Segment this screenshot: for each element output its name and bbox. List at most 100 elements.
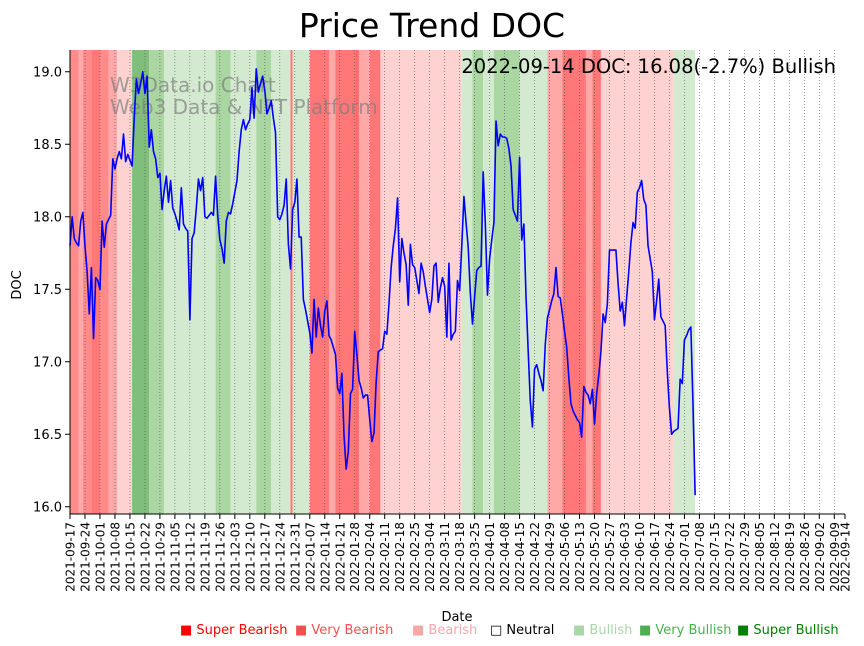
- x-tick-label: 2022-06-24: [663, 522, 677, 592]
- y-tick-label: 19.0: [33, 65, 62, 80]
- trend-region-bullish: [519, 50, 548, 514]
- x-tick-label: 2022-01-28: [348, 522, 362, 592]
- x-tick-label: 2022-05-20: [588, 522, 602, 592]
- x-tick-label: 2021-10-29: [153, 522, 167, 592]
- x-tick-label: 2022-08-12: [768, 522, 782, 592]
- x-tick-label: 2022-04-08: [498, 522, 512, 592]
- x-tick-label: 2022-04-15: [513, 522, 527, 592]
- x-tick-label: 2021-11-12: [183, 522, 197, 592]
- x-tick-label: 2021-09-17: [64, 522, 78, 592]
- x-tick-label: 2022-08-05: [753, 522, 767, 592]
- chart-annotation: 2022-09-14 DOC: 16.08(-2.7%) Bullish: [461, 55, 836, 78]
- x-tick-label: 2021-11-05: [168, 522, 182, 592]
- y-axis-label: DOC: [10, 270, 25, 299]
- x-tick-label: 2021-11-26: [213, 522, 227, 592]
- y-tick-label: 16.5: [33, 428, 62, 443]
- y-tick-label: 18.5: [33, 138, 62, 153]
- x-tick-label: 2021-11-19: [198, 522, 212, 592]
- trend-region-bearish: [329, 50, 336, 514]
- trend-region-super_bearish: [290, 50, 293, 514]
- x-tick-label: 2022-03-04: [423, 522, 437, 592]
- x-tick-label: 2022-06-03: [618, 522, 632, 592]
- x-axis-label: Date: [441, 610, 472, 625]
- x-tick-label: 2022-08-26: [798, 522, 812, 592]
- x-tick-label: 2022-05-06: [558, 522, 572, 592]
- x-tick-label: 2022-02-04: [363, 522, 377, 592]
- x-tick-label: 2022-09-02: [813, 522, 827, 592]
- x-tick-label: 2022-09-09: [828, 522, 842, 592]
- x-tick-label: 2022-02-11: [378, 522, 392, 592]
- x-tick-label: 2022-07-29: [738, 522, 752, 592]
- x-tick-label: 2022-04-01: [483, 522, 497, 592]
- x-tick-label: 2022-03-11: [438, 522, 452, 592]
- x-tick-label: 2022-06-17: [648, 522, 662, 592]
- trend-region-super_bearish: [369, 50, 381, 514]
- x-tick-label: 2022-07-08: [693, 522, 707, 592]
- trend-region-very_bearish: [70, 50, 79, 514]
- x-tick-label: 2021-10-01: [93, 522, 107, 592]
- legend-item: ■ Super Bullish: [737, 623, 839, 638]
- trend-region-bearish: [359, 50, 370, 514]
- trend-region-super_bearish: [562, 50, 586, 514]
- x-ticks: 2021-09-17 2021-09-24 2021-10-01 2021-10-08…: [64, 514, 853, 592]
- x-tick-label: 2022-01-14: [318, 522, 332, 592]
- x-tick-label: 2022-09-14: [839, 522, 853, 592]
- trend-region-very_bullish: [215, 50, 231, 514]
- trend-region-very_bullish: [149, 50, 165, 514]
- trend-region-very_bullish: [472, 50, 484, 514]
- watermark-line-2: Web3 Data & NFT Platform: [110, 95, 378, 119]
- x-tick-label: 2021-12-17: [258, 522, 272, 592]
- x-tick-label: 2021-10-22: [138, 522, 152, 592]
- x-tick-label: 2022-02-18: [393, 522, 407, 592]
- trend-region-super_bearish: [335, 50, 360, 514]
- trend-region-super_bearish: [309, 50, 330, 514]
- legend-item: ■ Very Bearish: [295, 623, 393, 638]
- trend-region-slight_bearish: [600, 50, 674, 514]
- trend-region-very_bearish: [99, 50, 109, 514]
- x-tick-label: 2022-06-10: [633, 522, 647, 592]
- trend-region-bullish: [292, 50, 310, 514]
- trend-region-super_bearish: [592, 50, 601, 514]
- trend-region-bearish: [108, 50, 118, 514]
- chart-title: Price Trend DOC: [299, 6, 565, 45]
- x-tick-label: 2021-12-10: [243, 522, 257, 592]
- x-tick-label: 2021-10-15: [123, 522, 137, 592]
- y-tick-label: 17.5: [33, 283, 62, 298]
- trend-region-very_bullish: [493, 50, 520, 514]
- y-tick-label: 17.0: [33, 355, 62, 370]
- legend-item: □ Neutral: [490, 623, 554, 638]
- x-tick-label: 2022-01-21: [333, 522, 347, 592]
- x-tick-label: 2021-09-24: [78, 522, 92, 592]
- x-tick-label: 2022-01-07: [303, 522, 317, 592]
- x-tick-label: 2021-12-31: [288, 522, 302, 592]
- series-line-doc: [69, 68, 696, 496]
- x-tick-label: 2022-03-25: [468, 522, 482, 592]
- x-tick-label: 2021-12-24: [273, 522, 287, 592]
- x-tick-label: 2022-08-19: [783, 522, 797, 592]
- x-tick-label: 2022-04-22: [528, 522, 542, 592]
- legend-item: ■ Bearish: [412, 623, 477, 638]
- legend-item: ■ Super Bearish: [180, 623, 288, 638]
- trend-region-bullish: [461, 50, 473, 514]
- y-tick-label: 16.0: [33, 500, 62, 515]
- legend-item: ■ Very Bullish: [639, 623, 731, 638]
- x-tick-label: 2022-03-18: [453, 522, 467, 592]
- x-tick-label: 2022-07-15: [708, 522, 722, 592]
- trend-region-very_bullish: [256, 50, 272, 514]
- x-tick-label: 2022-04-29: [543, 522, 557, 592]
- legend-item: ■ Bullish: [573, 623, 632, 638]
- x-tick-label: 2021-10-08: [108, 522, 122, 592]
- x-tick-label: 2022-02-25: [408, 522, 422, 592]
- price-series: [69, 68, 696, 496]
- x-tick-label: 2022-07-22: [723, 522, 737, 592]
- y-tick-label: 18.0: [33, 210, 62, 225]
- x-tick-label: 2022-07-01: [678, 522, 692, 592]
- legend: ■ Super Bearish ■ Very Bearish ■ Bearish □ …: [180, 623, 839, 638]
- x-tick-label: 2021-12-03: [228, 522, 242, 592]
- trend-regions: [70, 50, 696, 514]
- x-tick-label: 2022-05-13: [573, 522, 587, 592]
- trend-region-bearish: [585, 50, 593, 514]
- y-ticks: 16.0 16.5 17.0 17.5 18.0 18.5 19.0: [33, 65, 70, 515]
- trend-region-slight_bearish: [117, 50, 133, 514]
